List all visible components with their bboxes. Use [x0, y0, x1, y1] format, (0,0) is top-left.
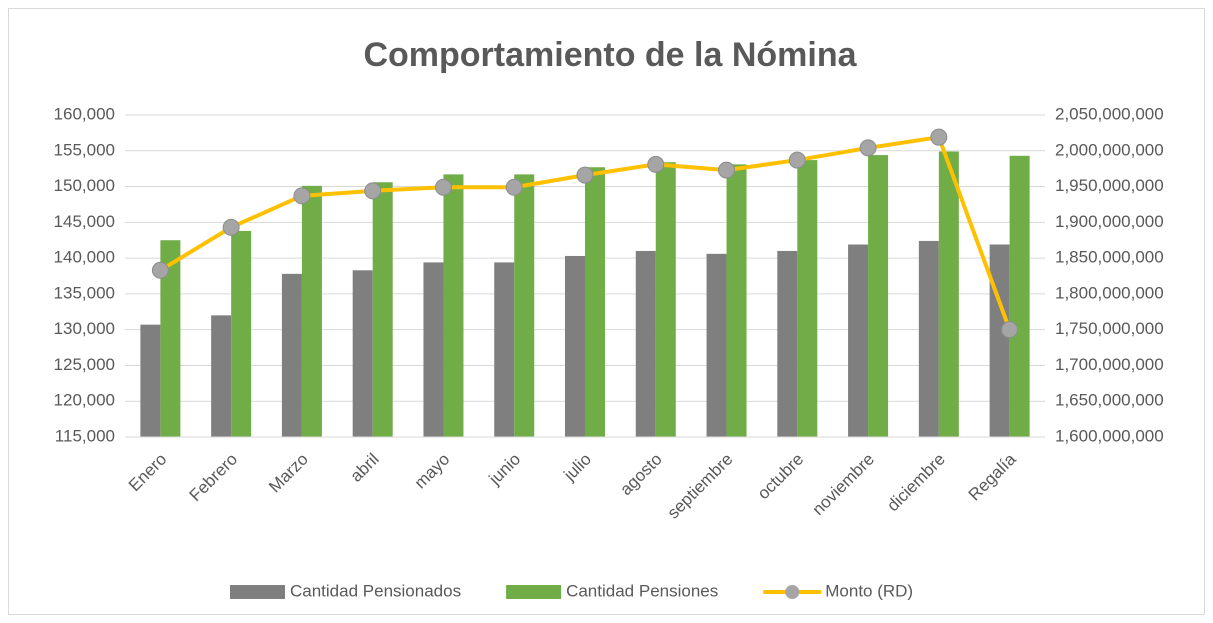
y2-tick-label: 1,750,000,000 — [1055, 319, 1164, 338]
y2-tick-label: 1,700,000,000 — [1055, 355, 1164, 374]
bar — [585, 167, 605, 438]
bar — [301, 185, 322, 437]
bar — [140, 324, 161, 437]
marker — [1001, 321, 1019, 339]
marker — [151, 261, 169, 279]
bar — [938, 151, 959, 437]
y-tick-label: 140,000 — [54, 248, 115, 267]
bar — [868, 155, 889, 437]
bar — [514, 174, 535, 437]
y-tick-label: 115,000 — [55, 426, 115, 445]
marker — [434, 178, 452, 196]
legend-swatch — [506, 585, 562, 599]
bar — [160, 240, 181, 437]
y2-tick-label: 1,850,000,000 — [1055, 248, 1164, 267]
bar — [352, 270, 373, 437]
marker — [788, 151, 806, 169]
bar — [726, 164, 747, 437]
bar — [1009, 155, 1030, 437]
marker — [222, 218, 240, 236]
marker — [647, 155, 665, 173]
y-tick-label: 130,000 — [54, 319, 115, 338]
legend-swatch — [230, 585, 285, 599]
bar — [848, 244, 869, 437]
bar — [918, 240, 939, 437]
y2-tick-label: 1,950,000,000 — [1055, 176, 1164, 195]
y2-tick-label: 1,650,000,000 — [1055, 391, 1164, 410]
marker — [718, 161, 736, 179]
y-tick-label: 155,000 — [54, 140, 115, 159]
legend-label: Monto (RD) — [825, 581, 913, 600]
bar — [372, 182, 393, 437]
bar — [989, 244, 1010, 437]
y-tick-label: 125,000 — [54, 355, 115, 374]
marker — [364, 182, 382, 200]
y-tick-label: 150,000 — [54, 176, 115, 195]
chart-title: Comportamiento de la Nómina — [363, 36, 857, 74]
bar — [777, 250, 798, 437]
y2-tick-label: 2,000,000,000 — [1055, 140, 1164, 159]
legend-label: Cantidad Pensionados — [290, 581, 461, 600]
bar — [797, 160, 818, 437]
y2-tick-label: 1,600,000,000 — [1055, 426, 1164, 445]
legend-marker — [785, 585, 800, 599]
bar — [565, 255, 585, 437]
marker — [859, 139, 877, 157]
marker — [293, 187, 311, 205]
bar — [655, 162, 676, 437]
bar — [281, 273, 302, 437]
bar — [706, 253, 727, 437]
y-tick-label: 135,000 — [54, 283, 115, 302]
y2-tick-label: 1,900,000,000 — [1055, 212, 1164, 231]
legend-label: Cantidad Pensiones — [566, 581, 718, 600]
marker — [930, 128, 948, 146]
bar — [423, 262, 444, 437]
y2-tick-label: 2,050,000,000 — [1055, 104, 1164, 123]
bar — [443, 174, 464, 437]
marker — [576, 166, 594, 184]
y-tick-label: 160,000 — [54, 104, 115, 123]
y-tick-label: 145,000 — [54, 212, 115, 231]
bar — [635, 250, 656, 437]
y2-tick-label: 1,800,000,000 — [1055, 283, 1164, 302]
bar — [211, 315, 232, 437]
bar — [494, 262, 515, 437]
bar — [231, 230, 252, 437]
y-tick-label: 120,000 — [54, 391, 115, 410]
marker — [505, 178, 523, 196]
